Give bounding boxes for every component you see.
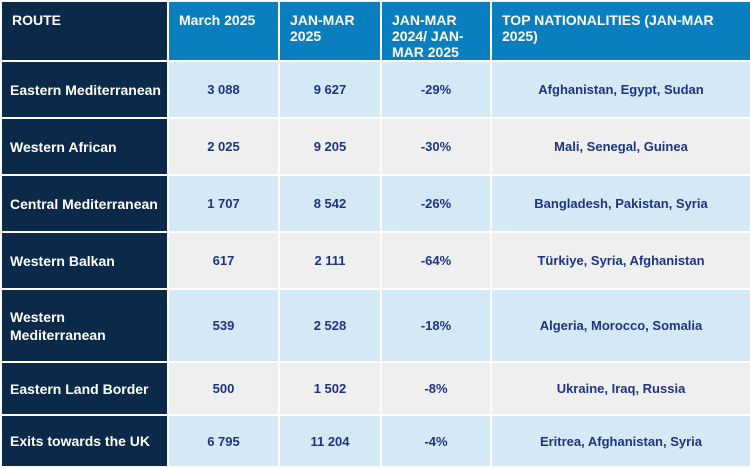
janmar-cell: 2 111 [278,231,382,290]
table-row: Eastern Mediterranean 3 088 9 627 -29% A… [0,60,750,119]
nationalities-cell: Mali, Senegal, Guinea [490,117,750,176]
change-cell: -8% [380,361,492,416]
janmar-cell: 9 627 [278,60,382,119]
change-cell: -29% [380,60,492,119]
janmar-cell: 8 542 [278,174,382,233]
nationalities-cell: Ukraine, Iraq, Russia [490,361,750,416]
nationalities-cell: Algeria, Morocco, Somalia [490,288,750,363]
march-cell: 3 088 [167,60,280,119]
change-cell: -18% [380,288,492,363]
header-row: ROUTE March 2025 JAN-MAR 2025 JAN-MAR 20… [0,0,750,62]
route-cell: Western African [0,117,169,176]
route-cell: Eastern Land Border [0,361,169,416]
janmar-cell: 9 205 [278,117,382,176]
nationalities-cell: Türkiye, Syria, Afghanistan [490,231,750,290]
route-cell: Western Balkan [0,231,169,290]
janmar-cell: 11 204 [278,414,382,468]
nationalities-cell: Bangladesh, Pakistan, Syria [490,174,750,233]
march-cell: 539 [167,288,280,363]
march-cell: 1 707 [167,174,280,233]
janmar-cell: 1 502 [278,361,382,416]
change-cell: -64% [380,231,492,290]
nationalities-cell: Eritrea, Afghanistan, Syria [490,414,750,468]
nationalities-cell: Afghanistan, Egypt, Sudan [490,60,750,119]
header-change: JAN-MAR 2024/ JAN-MAR 2025 [380,0,492,62]
header-top-nationalities: TOP NATIONALITIES (JAN-MAR 2025) [490,0,750,62]
header-route: ROUTE [0,0,169,62]
change-cell: -30% [380,117,492,176]
table-row: Western Mediterranean 539 2 528 -18% Alg… [0,288,750,363]
route-cell: Western Mediterranean [0,288,169,363]
route-cell: Exits towards the UK [0,414,169,468]
change-cell: -4% [380,414,492,468]
table-row: Western Balkan 617 2 111 -64% Türkiye, S… [0,231,750,290]
table-row: Exits towards the UK 6 795 11 204 -4% Er… [0,414,750,468]
march-cell: 500 [167,361,280,416]
march-cell: 617 [167,231,280,290]
header-jan-mar-2025: JAN-MAR 2025 [278,0,382,62]
march-cell: 6 795 [167,414,280,468]
table-row: Central Mediterranean 1 707 8 542 -26% B… [0,174,750,233]
janmar-cell: 2 528 [278,288,382,363]
header-march-2025: March 2025 [167,0,280,62]
route-cell: Eastern Mediterranean [0,60,169,119]
table-row: Eastern Land Border 500 1 502 -8% Ukrain… [0,361,750,416]
change-cell: -26% [380,174,492,233]
route-cell: Central Mediterranean [0,174,169,233]
table-row: Western African 2 025 9 205 -30% Mali, S… [0,117,750,176]
march-cell: 2 025 [167,117,280,176]
